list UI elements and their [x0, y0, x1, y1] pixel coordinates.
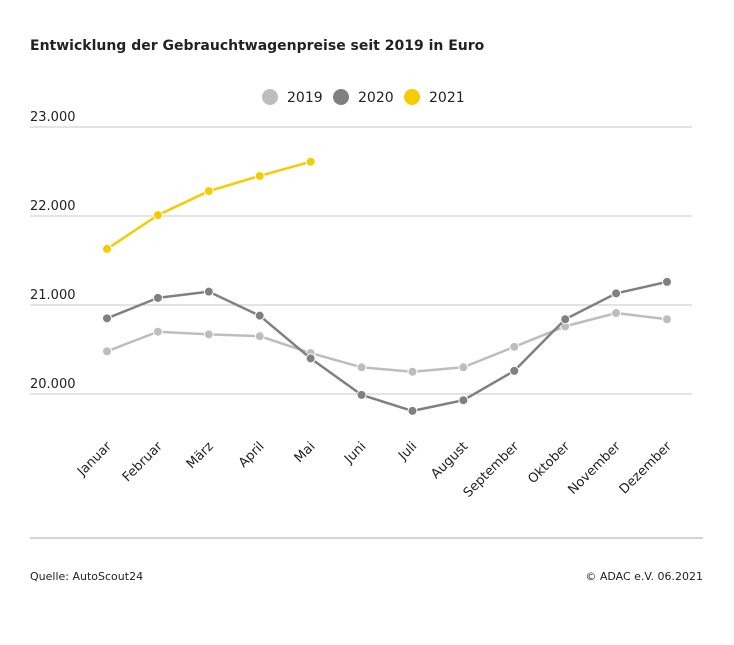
data-point [305, 353, 316, 364]
data-point [560, 314, 571, 325]
data-point [611, 288, 622, 299]
data-point [509, 365, 520, 376]
data-point [458, 395, 469, 406]
chart-title: Entwicklung der Gebrauchtwagenpreise sei… [30, 38, 485, 54]
y-tick-label: 21.000 [30, 288, 76, 303]
data-point [662, 276, 672, 287]
copyright: © ADAC e.V. 06.2021 [585, 570, 703, 583]
legend-marker [404, 89, 420, 105]
data-point [254, 170, 265, 181]
legend-label: 2019 [287, 90, 323, 106]
data-point [102, 346, 112, 357]
y-tick-label: 22.000 [30, 199, 76, 214]
data-point [203, 186, 214, 197]
data-point [611, 308, 622, 319]
legend-label: 2021 [429, 90, 465, 106]
data-point [407, 405, 418, 416]
y-tick-label: 20.000 [30, 377, 76, 392]
data-point [152, 326, 163, 337]
data-point [509, 341, 520, 352]
legend-marker [333, 89, 349, 105]
data-point [356, 389, 367, 400]
data-point [305, 156, 316, 167]
series-line [106, 311, 668, 374]
data-point [152, 210, 163, 221]
data-point [407, 366, 418, 377]
y-tick-label: 23.000 [30, 110, 76, 125]
data-point [356, 362, 367, 373]
data-point [458, 362, 469, 373]
source: Quelle: AutoScout24 [30, 570, 143, 583]
data-point [254, 331, 265, 342]
legend-label: 2020 [358, 90, 394, 106]
data-point [152, 292, 163, 303]
series-line [106, 280, 668, 413]
data-point [203, 329, 214, 340]
data-point [102, 313, 112, 324]
legend-marker [262, 89, 278, 105]
data-point [254, 310, 265, 321]
data-point [102, 243, 112, 254]
data-point [662, 314, 672, 325]
data-point [203, 286, 214, 297]
